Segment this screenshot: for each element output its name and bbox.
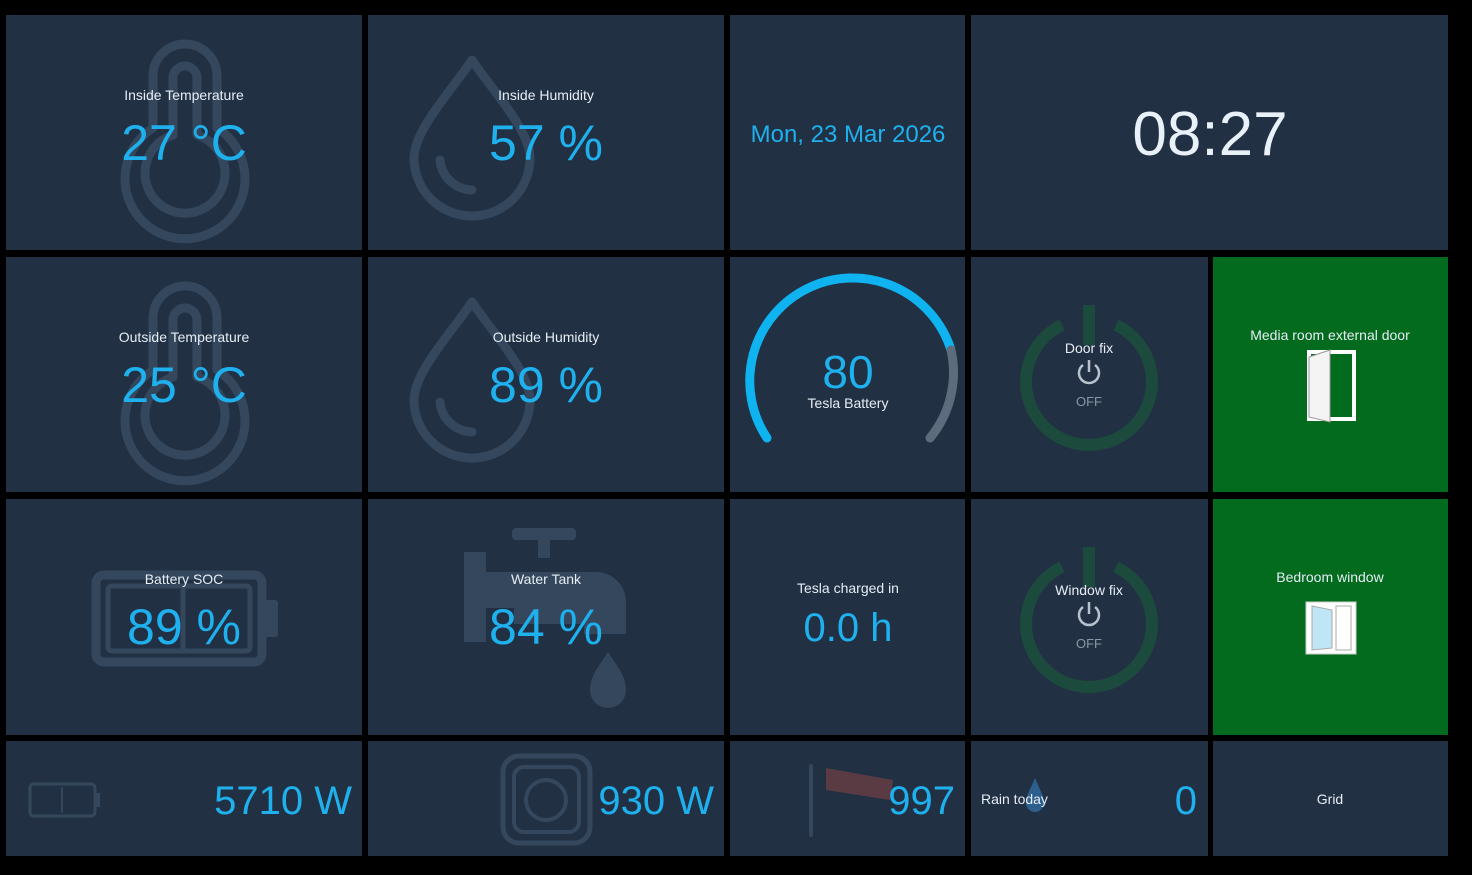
tile[interactable]	[971, 257, 1208, 492]
power-button[interactable]	[1077, 364, 1101, 385]
tile[interactable]	[971, 741, 1208, 856]
tile-label: Rain today	[981, 791, 1048, 807]
windsock-icon	[826, 768, 893, 800]
socket-icon	[524, 778, 568, 822]
tile-value: 89 %	[127, 599, 241, 655]
tile-value: 5710 W	[214, 779, 352, 823]
tile-value: 89 %	[489, 357, 603, 413]
icons	[28, 39, 1357, 846]
tile[interactable]	[730, 15, 965, 250]
socket-icon	[500, 753, 593, 846]
socket-icon	[512, 765, 581, 834]
tile-label: Inside Humidity	[498, 87, 594, 103]
drop-icon	[409, 55, 535, 221]
clock: 08:27	[1132, 100, 1287, 169]
tile-label: Tesla charged in	[797, 580, 899, 596]
tile-label: Inside Temperature	[124, 87, 244, 103]
thermometer-icon	[140, 61, 230, 218]
tile-label: Water Tank	[511, 571, 582, 587]
faucet-icon	[538, 528, 550, 558]
tile-value: 27 °C	[121, 115, 247, 171]
tile-label: Grid	[1317, 791, 1343, 807]
thermometer-icon	[120, 281, 250, 486]
switch-state: OFF	[1076, 636, 1102, 651]
window-icon	[1311, 605, 1333, 651]
date: Mon, 23 Mar 2026	[751, 121, 946, 148]
tile-label: Battery SOC	[145, 571, 224, 587]
tile-value: 0	[1175, 779, 1197, 823]
tile[interactable]	[368, 15, 724, 250]
tile-value: 84 %	[489, 599, 603, 655]
tile-value: 930 W	[598, 779, 714, 823]
tile-label: Window fix	[1055, 582, 1123, 598]
tile[interactable]	[368, 257, 724, 492]
tile[interactable]	[6, 741, 362, 856]
gauge-label: Tesla Battery	[808, 395, 889, 411]
tile-label: Door fix	[1065, 340, 1113, 356]
battery-icon	[95, 793, 100, 807]
gauge-track	[925, 345, 958, 443]
tile[interactable]	[971, 499, 1208, 735]
tile[interactable]	[730, 257, 965, 492]
tile-value: 0.0 h	[804, 606, 893, 650]
tile-label: Outside Temperature	[119, 329, 250, 345]
tile[interactable]	[730, 741, 965, 856]
rain-icon	[1026, 778, 1044, 812]
drop-icon	[435, 155, 477, 195]
thermometer-icon	[120, 39, 250, 244]
power-icon	[1020, 561, 1158, 693]
tile[interactable]	[971, 15, 1448, 250]
tile-label: Bedroom window	[1276, 569, 1384, 585]
tile-value: 25 °C	[121, 357, 247, 413]
switch-state: OFF	[1076, 394, 1102, 409]
drop-icon	[435, 397, 477, 437]
tile[interactable]	[730, 499, 965, 735]
tile-value: 57 %	[489, 115, 603, 171]
tile-value: 997	[888, 779, 955, 823]
tile-label: Outside Humidity	[493, 329, 600, 345]
gauge-arc	[745, 273, 956, 443]
faucet-icon	[590, 652, 626, 708]
tile[interactable]	[368, 741, 724, 856]
battery-icon	[262, 600, 278, 637]
thermometer-icon	[140, 303, 230, 460]
drop-icon	[409, 297, 535, 463]
power-button[interactable]	[1077, 606, 1101, 627]
power-icon	[1020, 319, 1158, 451]
tile[interactable]	[1213, 741, 1448, 856]
window-icon	[1335, 605, 1352, 651]
battery-icon	[105, 583, 253, 654]
door-icon	[1308, 349, 1331, 423]
tile-label: Media room external door	[1250, 327, 1410, 343]
faucet-icon	[464, 552, 626, 642]
gauge-value: 80	[822, 346, 873, 398]
